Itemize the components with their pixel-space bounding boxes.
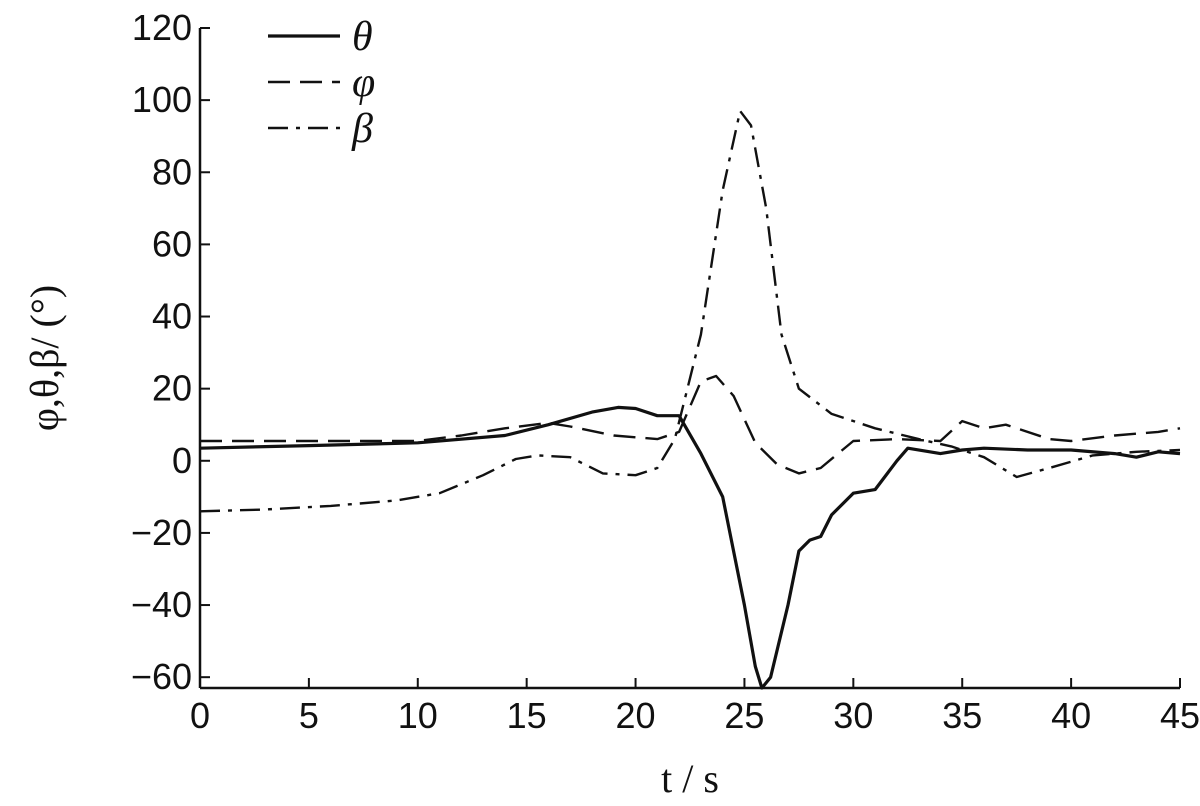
x-axis-title: t / s [661, 756, 719, 801]
y-tick-label: 100 [132, 79, 192, 120]
y-tick-label: 40 [152, 296, 192, 337]
axes [198, 28, 1180, 690]
x-tick-label: 40 [1051, 695, 1091, 736]
y-tick-label: 60 [152, 223, 192, 264]
y-tick-label: −40 [131, 584, 192, 625]
y-axis-title: φ,θ,β/ (°) [22, 285, 67, 431]
y-tick-label: 0 [172, 440, 192, 481]
x-tick-label: 45 [1160, 695, 1200, 736]
series-line-dashdot [199, 109, 1181, 513]
legend: θφβ [268, 14, 375, 152]
x-tick-label: 20 [616, 695, 656, 736]
series-line-dashed [200, 374, 1181, 475]
legend-label: θ [352, 14, 373, 60]
x-tick-label: 30 [833, 695, 873, 736]
ticks: 0 5 10 15 20 25 30 35 40 45 −60 −40 −20 0 20 40 60 80 100 1… [131, 7, 1200, 736]
y-tick-label: −60 [131, 656, 192, 697]
x-tick-label: 35 [942, 695, 982, 736]
legend-label: β [351, 106, 373, 152]
series-line-solid [199, 405, 1181, 690]
y-tick-label: −20 [131, 512, 192, 553]
x-tick-label: 0 [190, 695, 210, 736]
x-tick-label: 10 [398, 695, 438, 736]
x-tick-label: 5 [299, 695, 319, 736]
legend-label: φ [352, 60, 375, 106]
series-lines [199, 109, 1181, 690]
x-tick-label: 15 [507, 695, 547, 736]
x-tick-label: 25 [724, 695, 764, 736]
y-tick-label: 80 [152, 151, 192, 192]
y-tick-label: 20 [152, 368, 192, 409]
y-tick-label: 120 [132, 7, 192, 48]
